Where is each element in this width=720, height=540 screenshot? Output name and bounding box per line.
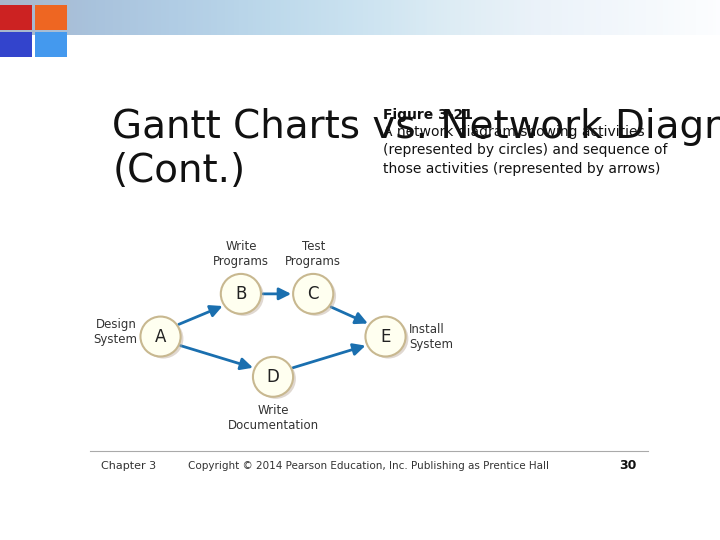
Text: B: B [235, 285, 246, 303]
Text: Copyright © 2014 Pearson Education, Inc. Publishing as Prentice Hall: Copyright © 2014 Pearson Education, Inc.… [189, 461, 549, 471]
Ellipse shape [221, 274, 261, 314]
Text: Figure 3-21: Figure 3-21 [383, 109, 473, 123]
Text: Gantt Charts vs. Network Diagrams
(Cont.): Gantt Charts vs. Network Diagrams (Cont.… [112, 109, 720, 191]
Ellipse shape [368, 319, 408, 359]
Text: Test
Programs: Test Programs [285, 240, 341, 268]
Ellipse shape [140, 316, 181, 356]
Ellipse shape [256, 359, 296, 399]
Text: Chapter 3: Chapter 3 [101, 461, 156, 471]
Ellipse shape [366, 316, 405, 356]
Text: Design
System: Design System [93, 319, 137, 346]
Ellipse shape [224, 276, 264, 316]
Text: Write
Programs: Write Programs [213, 240, 269, 268]
Text: C: C [307, 285, 319, 303]
Text: Write
Documentation: Write Documentation [228, 404, 318, 432]
Ellipse shape [253, 357, 293, 397]
Text: D: D [266, 368, 279, 386]
Text: A: A [155, 328, 166, 346]
Ellipse shape [143, 319, 184, 359]
Text: 30: 30 [619, 459, 637, 472]
Text: A network diagram showing activities
(represented by circles) and sequence of
th: A network diagram showing activities (re… [383, 125, 667, 176]
Text: Install
System: Install System [409, 322, 453, 350]
Text: E: E [380, 328, 391, 346]
Ellipse shape [296, 276, 336, 316]
Ellipse shape [293, 274, 333, 314]
